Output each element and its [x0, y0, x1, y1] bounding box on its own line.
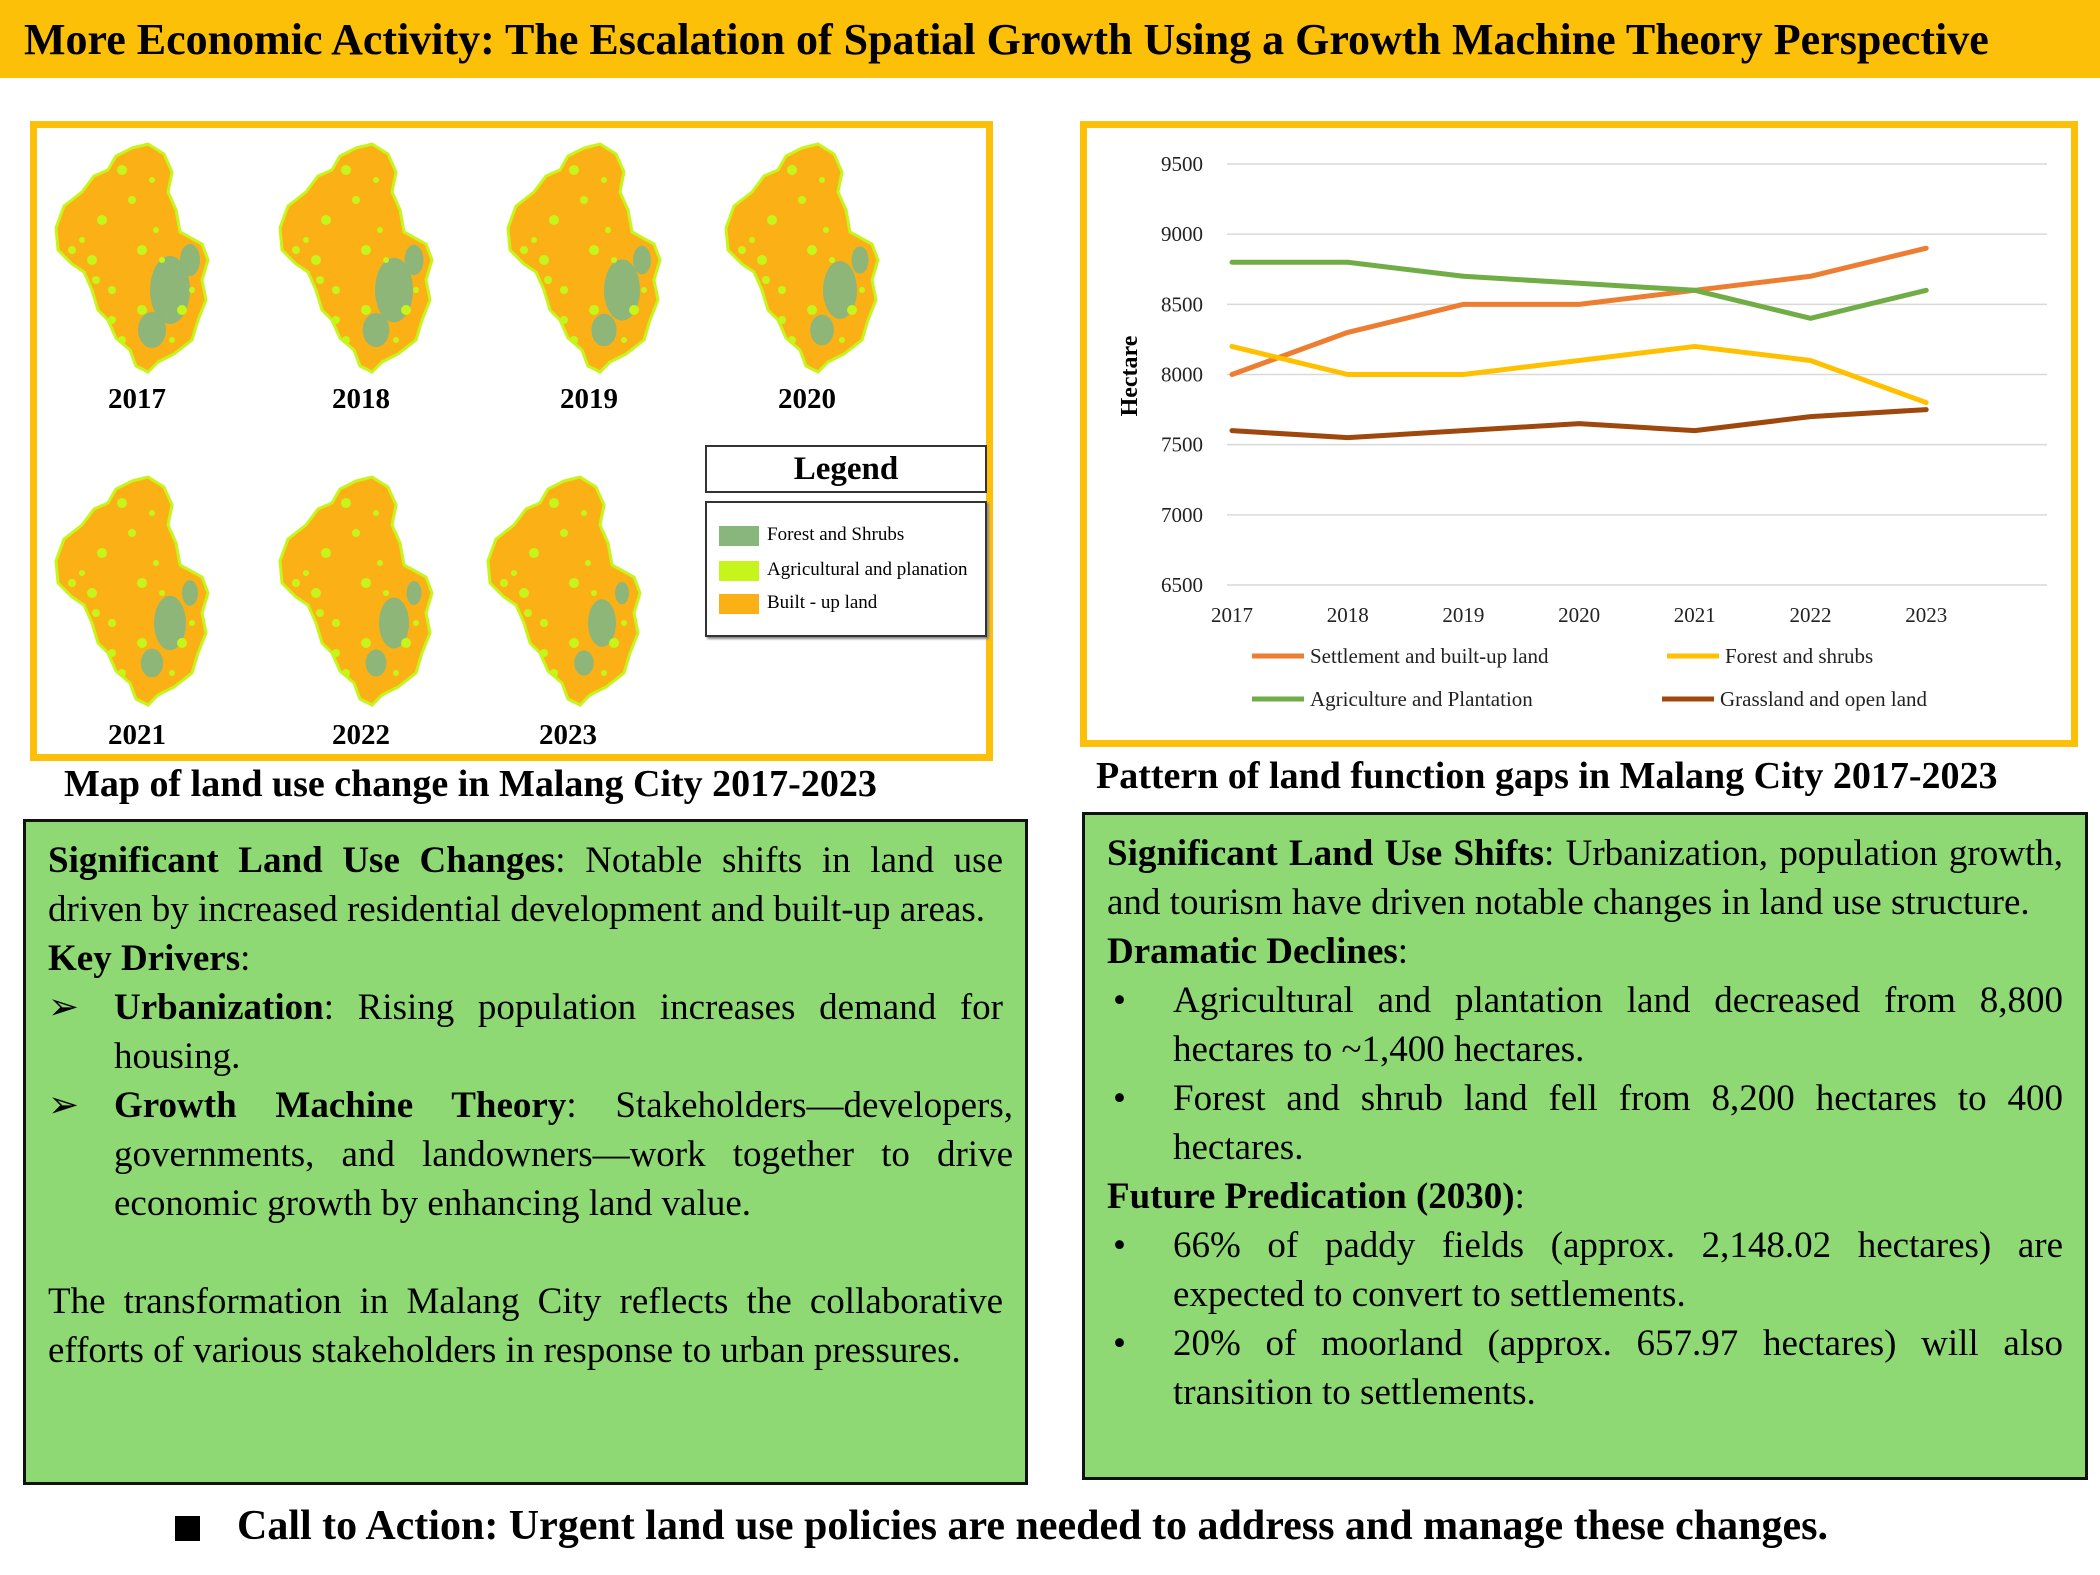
- driver-item-urbanization: ➢ Urbanization: Rising population increas…: [48, 983, 1003, 1081]
- significant-changes-heading: Significant Land Use Changes: [48, 840, 556, 881]
- land-use-map-2019: [506, 142, 662, 374]
- map-year-label-2022: 2022: [332, 719, 390, 751]
- x-tick-label-2017: 2017: [1211, 603, 1253, 627]
- decline-agriculture-text: Agricultural and plantation land decreas…: [1173, 980, 2063, 1070]
- series-line-1: [1229, 343, 1929, 406]
- x-tick-label-2018: 2018: [1327, 603, 1369, 627]
- future-moorland-text: 20% of moorland (approx. 657.97 hectares…: [1173, 1323, 2063, 1413]
- future-prediction-heading: Future Predication (2030): [1107, 1176, 1515, 1217]
- y-tick-label-9000: 9000: [1161, 222, 1203, 246]
- y-tick-label-7500: 7500: [1161, 433, 1203, 457]
- y-tick-label-6500: 6500: [1161, 573, 1203, 597]
- map-year-label-2021: 2021: [108, 719, 166, 751]
- arrow-bullet-icon: ➢: [48, 987, 80, 1028]
- significant-shifts-paragraph: Significant Land Use Shifts: Urbanizatio…: [1107, 829, 2063, 927]
- legend-swatch-forest: [719, 525, 759, 546]
- land-use-map-2022: [278, 475, 434, 707]
- legend-label-2: Agriculture and Plantation: [1310, 687, 1533, 711]
- y-axis-label: Hectare: [1117, 335, 1143, 416]
- map-year-label-2020: 2020: [778, 383, 836, 415]
- decline-item-forest: • Forest and shrub land fell from 8,200 h…: [1107, 1074, 2063, 1172]
- series-line-2: [1229, 259, 1929, 321]
- dramatic-declines-heading: Dramatic Declines: [1107, 931, 1398, 972]
- legend-label-0: Settlement and built-up land: [1310, 644, 1549, 668]
- key-drivers-heading-line: Key Drivers:: [48, 934, 1003, 983]
- land-use-map-panel: 2017 2018 2019 2020 2021 2022 2023 Legend Fore…: [30, 121, 993, 761]
- significant-changes-text: : Notable shifts in land use driven by i…: [48, 840, 1003, 930]
- map-year-label-2023: 2023: [539, 719, 597, 751]
- future-item-moorland: • 20% of moorland (approx. 657.97 hectare…: [1107, 1319, 2063, 1417]
- legend-swatch-builtup: [719, 593, 759, 614]
- legend-label-builtup: Built - up land: [767, 592, 878, 613]
- chart-caption: Pattern of land function gaps in Malang …: [1096, 755, 1998, 797]
- legend-item-agricultural: Agricultural and planation: [719, 558, 968, 582]
- driver-item-growth-machine: ➢ Growth Machine Theory: Stakeholders—dev…: [48, 1081, 1013, 1228]
- map-year-label-2018: 2018: [332, 383, 390, 415]
- map-caption: Map of land use change in Malang City 20…: [64, 763, 877, 805]
- dramatic-declines-heading-line: Dramatic Declines:: [1107, 927, 2063, 976]
- line-chart: 6500 7000 7500 8000 8500 9000 9500 Hectare 2017 2…: [1117, 152, 2047, 711]
- map-year-label-2017: 2017: [108, 383, 166, 415]
- series-line-0: [1229, 245, 1929, 377]
- y-tick-label-8500: 8500: [1161, 292, 1203, 316]
- land-use-shifts-box: Significant Land Use Shifts: Urbanizatio…: [1082, 812, 2088, 1480]
- y-tick-label-8000: 8000: [1161, 363, 1203, 387]
- key-drivers-heading: Key Drivers: [48, 938, 241, 979]
- square-bullet-icon: [175, 1516, 200, 1541]
- future-item-paddy: • 66% of paddy fields (approx. 2,148.02 h…: [1107, 1221, 2063, 1319]
- legend-item-forest: Forest and Shrubs: [719, 523, 904, 547]
- driver-growth-machine-text: : Stakeholders—developers, governments, …: [114, 1085, 1013, 1224]
- legend-swatch-agricultural: [719, 560, 759, 581]
- bullet-icon: •: [1113, 1078, 1126, 1119]
- future-prediction-colon: :: [1514, 1176, 1525, 1217]
- bullet-icon: •: [1113, 980, 1126, 1021]
- future-prediction-heading-line: Future Predication (2030):: [1107, 1172, 2063, 1221]
- land-function-chart-panel: 6500 7000 7500 8000 8500 9000 9500 Hectare 2017 2…: [1080, 121, 2078, 747]
- closing-paragraph: The transformation in Malang City reflec…: [48, 1281, 1003, 1371]
- legend-label-1: Forest and shrubs: [1725, 644, 1873, 668]
- driver-urbanization-text: : Rising population increases demand for…: [114, 987, 1003, 1077]
- x-tick-label-2021: 2021: [1674, 603, 1716, 627]
- bullet-icon: •: [1113, 1323, 1126, 1364]
- x-tick-label-2023: 2023: [1905, 603, 1947, 627]
- land-use-map-2023: [486, 475, 642, 707]
- decline-item-agriculture: • Agricultural and plantation land decrea…: [1107, 976, 2063, 1074]
- spacer: [48, 1228, 1003, 1277]
- land-use-map-2018: [278, 142, 434, 374]
- significant-shifts-heading: Significant Land Use Shifts: [1107, 833, 1544, 874]
- page-title: More Economic Activity: The Escalation o…: [24, 15, 1989, 64]
- key-drivers-colon: :: [240, 938, 251, 979]
- decline-forest-text: Forest and shrub land fell from 8,200 he…: [1173, 1078, 2063, 1168]
- significant-shifts-text: : Urbanization, population growth, and t…: [1107, 833, 2063, 923]
- map-legend: Forest and Shrubs Agricultural and plana…: [705, 501, 987, 637]
- legend-item-builtup: Built - up land: [719, 591, 877, 615]
- land-use-changes-box: Significant Land Use Changes: Notable sh…: [23, 819, 1028, 1485]
- land-use-map-2017: [54, 142, 210, 374]
- y-tick-label-7000: 7000: [1161, 503, 1203, 527]
- legend-title: Legend: [705, 445, 987, 493]
- map-year-label-2019: 2019: [560, 383, 618, 415]
- legend-label-forest: Forest and Shrubs: [767, 524, 905, 545]
- call-to-action: Call to Action: Urgent land use policies…: [237, 1503, 1828, 1549]
- legend-label-agricultural: Agricultural and planation: [767, 559, 968, 580]
- legend-label-3: Grassland and open land: [1720, 687, 1928, 711]
- title-banner: More Economic Activity: The Escalation o…: [0, 0, 2100, 78]
- land-use-map-2021: [54, 475, 210, 707]
- x-tick-label-2022: 2022: [1790, 603, 1832, 627]
- bullet-icon: •: [1113, 1225, 1126, 1266]
- dramatic-declines-colon: :: [1397, 931, 1409, 972]
- arrow-bullet-icon: ➢: [48, 1085, 80, 1126]
- significant-changes-paragraph: Significant Land Use Changes: Notable sh…: [48, 836, 1003, 934]
- x-tick-label-2020: 2020: [1558, 603, 1600, 627]
- land-use-map-2020: [724, 142, 880, 374]
- x-tick-label-2019: 2019: [1442, 603, 1484, 627]
- driver-urbanization-title: Urbanization: [114, 987, 324, 1028]
- future-paddy-text: 66% of paddy fields (approx. 2,148.02 he…: [1173, 1225, 2063, 1315]
- driver-growth-machine-title: Growth Machine Theory: [114, 1085, 567, 1126]
- y-tick-label-9500: 9500: [1161, 152, 1203, 176]
- series-line-3: [1229, 407, 1929, 441]
